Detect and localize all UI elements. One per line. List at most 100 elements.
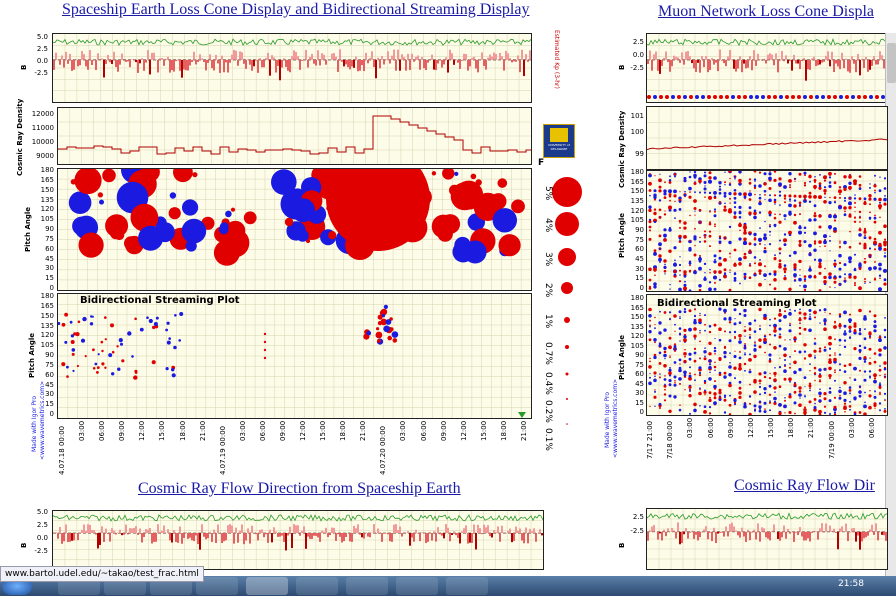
pitch-dot	[693, 237, 697, 241]
bidir-dot	[818, 413, 822, 415]
scrollbar-thumb[interactable]	[887, 43, 896, 83]
taskbar-app-chrome[interactable]	[296, 577, 338, 595]
bidir-dot	[699, 340, 701, 343]
pitch-bubble	[225, 220, 246, 241]
pitch-dot	[864, 234, 866, 236]
bidir-dot	[104, 316, 107, 319]
pitch-dot	[679, 222, 681, 224]
taskbar-app-chrome2[interactable]	[346, 577, 388, 595]
bz-bar	[447, 59, 449, 73]
bz-bar	[119, 529, 121, 534]
pitch-dot	[798, 259, 802, 264]
bidir-dot	[153, 322, 158, 326]
pitch-dot	[808, 243, 812, 248]
bz-bar	[321, 53, 323, 60]
title-muon-network[interactable]: Muon Network Loss Cone Displa	[658, 3, 874, 20]
bidir-dot	[673, 375, 677, 379]
bz-bar	[841, 526, 843, 532]
bidir-dot	[683, 335, 687, 339]
taskbar-app-firefox[interactable]	[246, 577, 288, 595]
bidir-dot	[769, 372, 771, 375]
pitch-dot	[823, 175, 827, 180]
bidir-dot	[663, 353, 667, 358]
bidir-dot	[814, 316, 816, 319]
pitch-dot	[798, 194, 802, 198]
pitch-dot	[839, 240, 841, 242]
pitch-dot	[823, 186, 827, 189]
bz-bar	[271, 55, 273, 60]
kp-marker	[857, 95, 861, 99]
bidir-dot	[789, 339, 791, 341]
kp-marker	[881, 95, 885, 99]
bidir-dot	[779, 310, 781, 313]
bidir-dot	[714, 353, 716, 355]
pitch-dot	[833, 262, 837, 267]
pitch-dot	[874, 261, 876, 263]
bidir-dot	[823, 348, 827, 352]
bidir-dot	[654, 316, 656, 319]
bz-bar	[175, 59, 177, 62]
title-cosmic-ray-flow-right[interactable]: Cosmic Ray Flow Dir	[734, 477, 875, 494]
pitch-dot	[729, 256, 731, 258]
bz-bar	[477, 59, 479, 73]
bidir-dot	[804, 406, 806, 409]
bz-bar	[121, 533, 123, 536]
pitch-bubble	[173, 169, 193, 183]
bz-bar	[513, 59, 515, 62]
pitch-dot	[838, 267, 842, 271]
pitch-dot	[783, 267, 787, 271]
pitch-dot	[858, 187, 862, 190]
bz-bar	[259, 529, 261, 534]
pitch-dot	[648, 173, 652, 178]
bz-bar	[505, 50, 507, 60]
bidir-dot	[864, 328, 866, 330]
bz-bar	[293, 524, 295, 534]
bz-bar	[141, 533, 143, 543]
bidir-dot	[784, 359, 786, 361]
bz-bar	[331, 53, 333, 60]
bidir-dot	[366, 330, 372, 336]
wavemetrics-link-right[interactable]: <www.wavemetrics.com>	[612, 378, 619, 458]
pitch-dot	[674, 259, 676, 261]
pitch-dot	[778, 262, 782, 266]
bz-bar	[803, 531, 805, 541]
bz-bar	[863, 59, 865, 68]
bz-bar	[473, 524, 475, 534]
bidir-dot	[718, 373, 722, 376]
taskbar-app-word[interactable]	[196, 577, 238, 595]
bz-bar	[885, 531, 887, 541]
bidir-dot	[788, 393, 792, 396]
bidir-panel-left: Bidirectional Streaming Plot	[57, 293, 532, 419]
bidir-dot	[779, 309, 781, 311]
title-loss-cone-display[interactable]: Spaceship Earth Loss Cone Display and Bi…	[62, 1, 530, 18]
density-panel-right	[646, 106, 888, 170]
bidir-dot	[708, 341, 712, 345]
bz-bar	[433, 531, 435, 534]
bidir-dot	[659, 342, 661, 344]
bidir-dot	[693, 334, 697, 338]
pitch-dot	[748, 242, 752, 246]
bz-bar	[649, 530, 651, 532]
pitch-dot	[809, 252, 811, 254]
pitch-dot	[843, 206, 847, 210]
taskbar-app-skype[interactable]	[396, 577, 438, 595]
bz-bar	[113, 51, 115, 60]
bz-bar	[857, 531, 859, 536]
bidir-dot	[809, 363, 811, 365]
pitch-dot	[663, 196, 667, 199]
pitch-dot	[708, 281, 712, 284]
taskbar-app-other[interactable]	[446, 577, 488, 595]
bidir-dot	[668, 371, 672, 375]
bidir-dot	[848, 363, 852, 367]
bidir-dot	[694, 373, 696, 376]
title-cosmic-ray-flow[interactable]: Cosmic Ray Flow Direction from Spaceship…	[138, 480, 461, 497]
clock[interactable]: 21:58	[838, 579, 864, 589]
x-tick: 12:00	[299, 420, 308, 441]
wavemetrics-link[interactable]: <www.wavemetrics.com>	[39, 380, 46, 460]
x-tick: 12:00	[459, 420, 468, 441]
bidir-dot	[863, 337, 867, 341]
bidir-dot	[718, 398, 722, 401]
bz-bar	[403, 57, 405, 60]
bz-bar	[261, 59, 263, 68]
bidir-dot	[166, 340, 171, 345]
